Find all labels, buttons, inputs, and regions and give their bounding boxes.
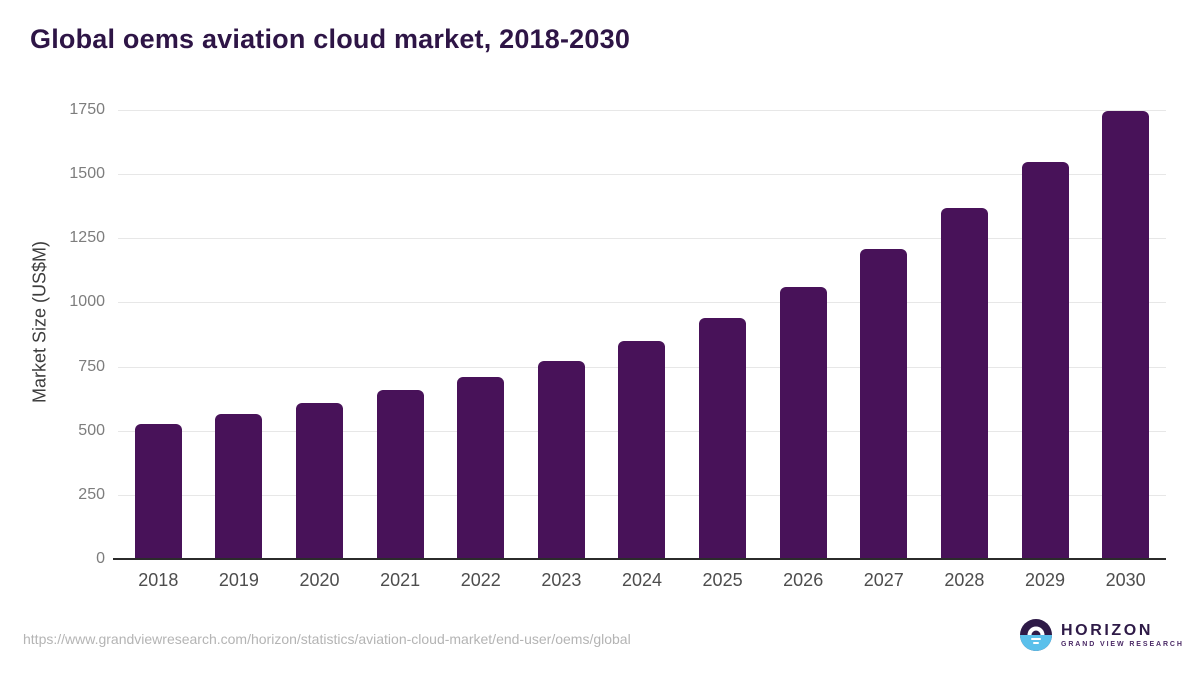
bar-2025 <box>699 317 747 559</box>
y-tick-1500: 1500 <box>69 165 105 183</box>
x-tick-2028: 2028 <box>944 570 985 590</box>
bar-2020 <box>296 402 344 559</box>
x-tick-2030: 2030 <box>1105 570 1146 590</box>
bar-2021 <box>376 390 424 559</box>
brand-logo: HORIZON GRAND VIEW RESEARCH <box>1020 619 1184 651</box>
bar-2029 <box>1021 161 1069 559</box>
x-tick-2029: 2029 <box>1024 570 1066 590</box>
plot-area <box>118 110 1166 559</box>
bar-2023 <box>537 361 585 559</box>
bar-series <box>118 110 1166 559</box>
x-axis-line <box>113 558 1166 560</box>
bar-2022 <box>457 376 505 559</box>
bar-slot-2022 <box>440 110 521 559</box>
brand-text: HORIZON GRAND VIEW RESEARCH <box>1061 621 1184 648</box>
bar-slot-2021 <box>360 110 441 559</box>
gridline-1500 <box>118 174 1166 176</box>
x-tick-2024: 2024 <box>621 570 662 590</box>
bar-2019 <box>215 413 263 559</box>
bar-slot-2025 <box>682 110 763 559</box>
chart-title: Global oems aviation cloud market, 2018-… <box>30 24 631 54</box>
bar-2026 <box>779 287 827 559</box>
water-shape <box>1020 635 1052 651</box>
bar-2027 <box>860 248 908 559</box>
x-tick-2021: 2021 <box>380 570 421 590</box>
x-tick-2022: 2022 <box>460 570 501 590</box>
y-tick-250: 250 <box>78 485 105 503</box>
x-tick-2018: 2018 <box>138 570 179 590</box>
bar-2024 <box>618 340 666 559</box>
bar-slot-2023 <box>521 110 602 559</box>
bar-slot-2026 <box>763 110 844 559</box>
bar-2028 <box>940 208 988 559</box>
y-tick-0: 0 <box>96 550 105 567</box>
bar-2018 <box>134 424 182 559</box>
bar-slot-2019 <box>199 110 280 559</box>
bar-slot-2027 <box>843 110 924 559</box>
source-url: https://www.grandviewresearch.com/horizo… <box>23 631 631 647</box>
horizon-logo-icon <box>1020 619 1052 651</box>
y-tick-750: 750 <box>78 357 105 375</box>
bar-slot-2018 <box>118 110 199 559</box>
y-tick-1750: 1750 <box>69 101 105 118</box>
y-tick-500: 500 <box>78 421 105 439</box>
x-tick-2025: 2025 <box>702 570 743 590</box>
bar-slot-2028 <box>924 110 1005 559</box>
x-tick-2019: 2019 <box>218 570 259 590</box>
y-tick-1250: 1250 <box>69 229 105 247</box>
brand-subtitle: GRAND VIEW RESEARCH <box>1061 640 1184 648</box>
x-tick-2026: 2026 <box>783 570 824 590</box>
bar-slot-2030 <box>1085 110 1166 559</box>
bar-2030 <box>1102 111 1150 559</box>
x-axis-tick-labels: 2018 2019 2020 2021 2022 2023 2024 2025 2026 2027… <box>118 570 1166 591</box>
x-tick-2020: 2020 <box>299 570 340 590</box>
gridline-1000 <box>118 302 1166 304</box>
gridline-1750 <box>118 110 1166 111</box>
brand-name: HORIZON <box>1061 621 1153 639</box>
x-tick-2027: 2027 <box>863 570 904 590</box>
y-axis-title: Market Size (US$M) <box>29 240 50 404</box>
bar-slot-2024 <box>602 110 683 559</box>
bar-slot-2020 <box>279 110 360 559</box>
bar-slot-2029 <box>1005 110 1086 559</box>
x-tick-2023: 2023 <box>541 570 582 590</box>
gridline-1250 <box>118 238 1166 240</box>
y-tick-1000: 1000 <box>69 293 105 311</box>
